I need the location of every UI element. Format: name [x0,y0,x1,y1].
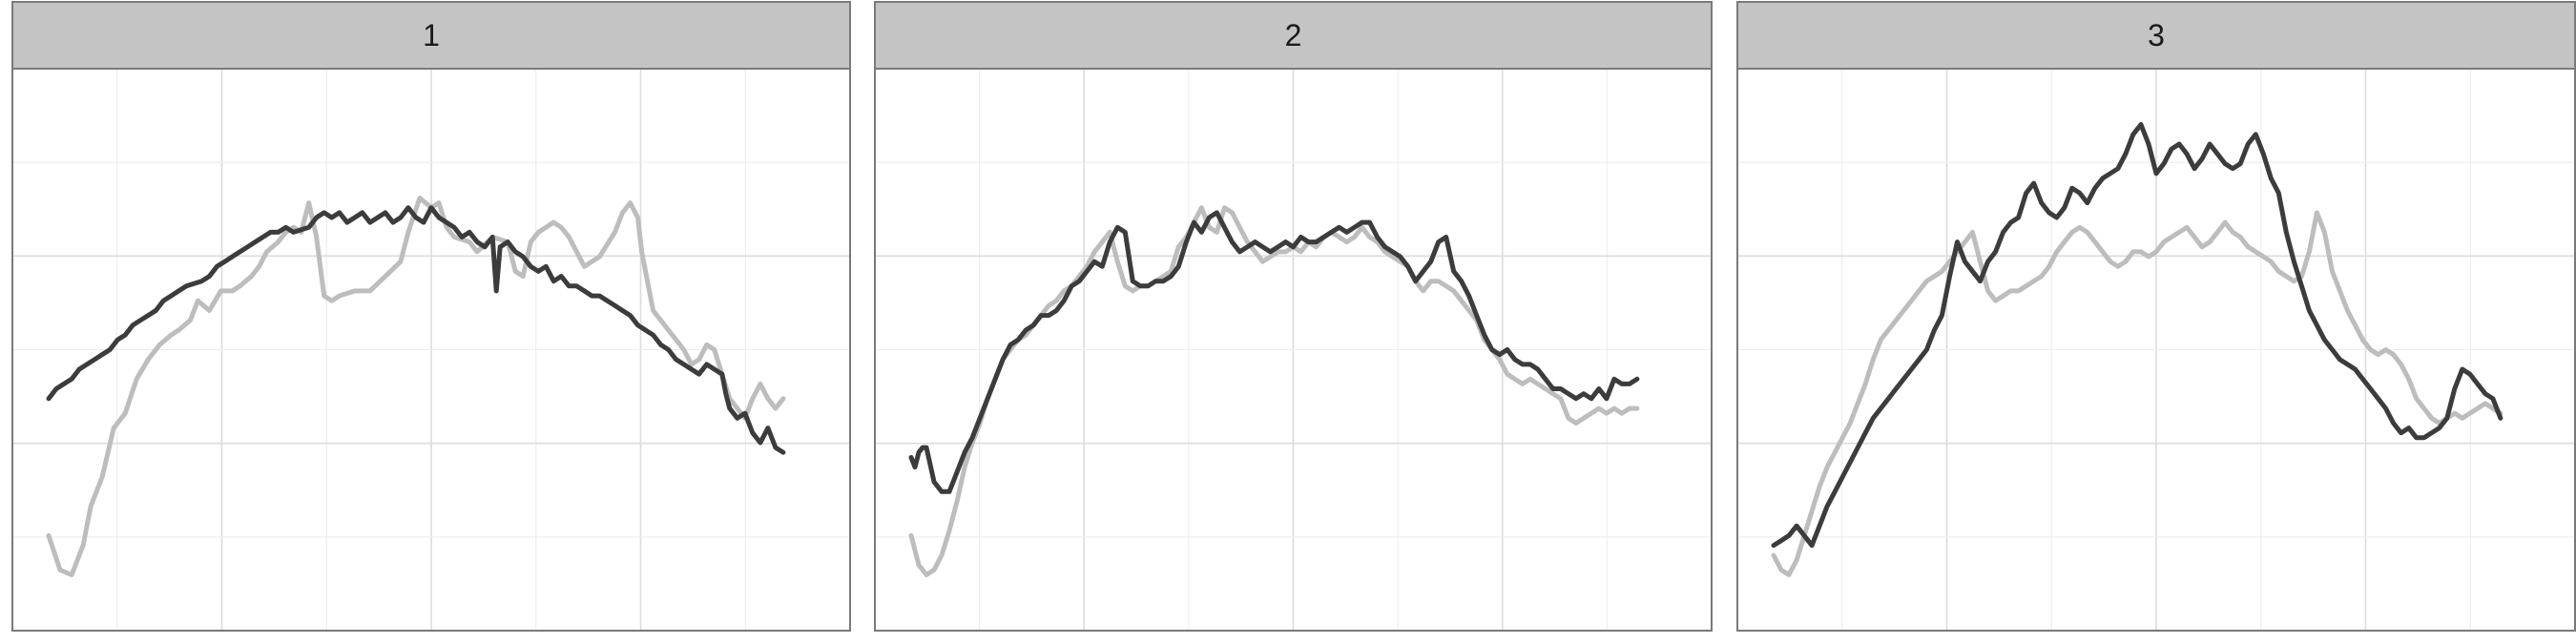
facet-strip [874,1,1713,70]
series-line-dark [46,205,786,455]
series-line-light [46,196,786,577]
facet-panel-2: 2 [874,1,1713,632]
facet-strip [11,1,851,70]
gridlines [875,69,1712,631]
facet-panel-1: 1 [11,1,851,632]
gridlines [1737,69,2575,631]
series-line-dark [1771,122,2503,549]
facet-strip-label: 3 [2148,18,2165,52]
facet-strip-label: 2 [1285,18,1302,52]
facet-strip-label: 1 [423,18,440,52]
series-line-light [1771,210,2503,577]
facet-strip [1736,1,2576,70]
facet-panel-3: 3 [1736,1,2576,632]
series-line-dark [908,210,1640,494]
